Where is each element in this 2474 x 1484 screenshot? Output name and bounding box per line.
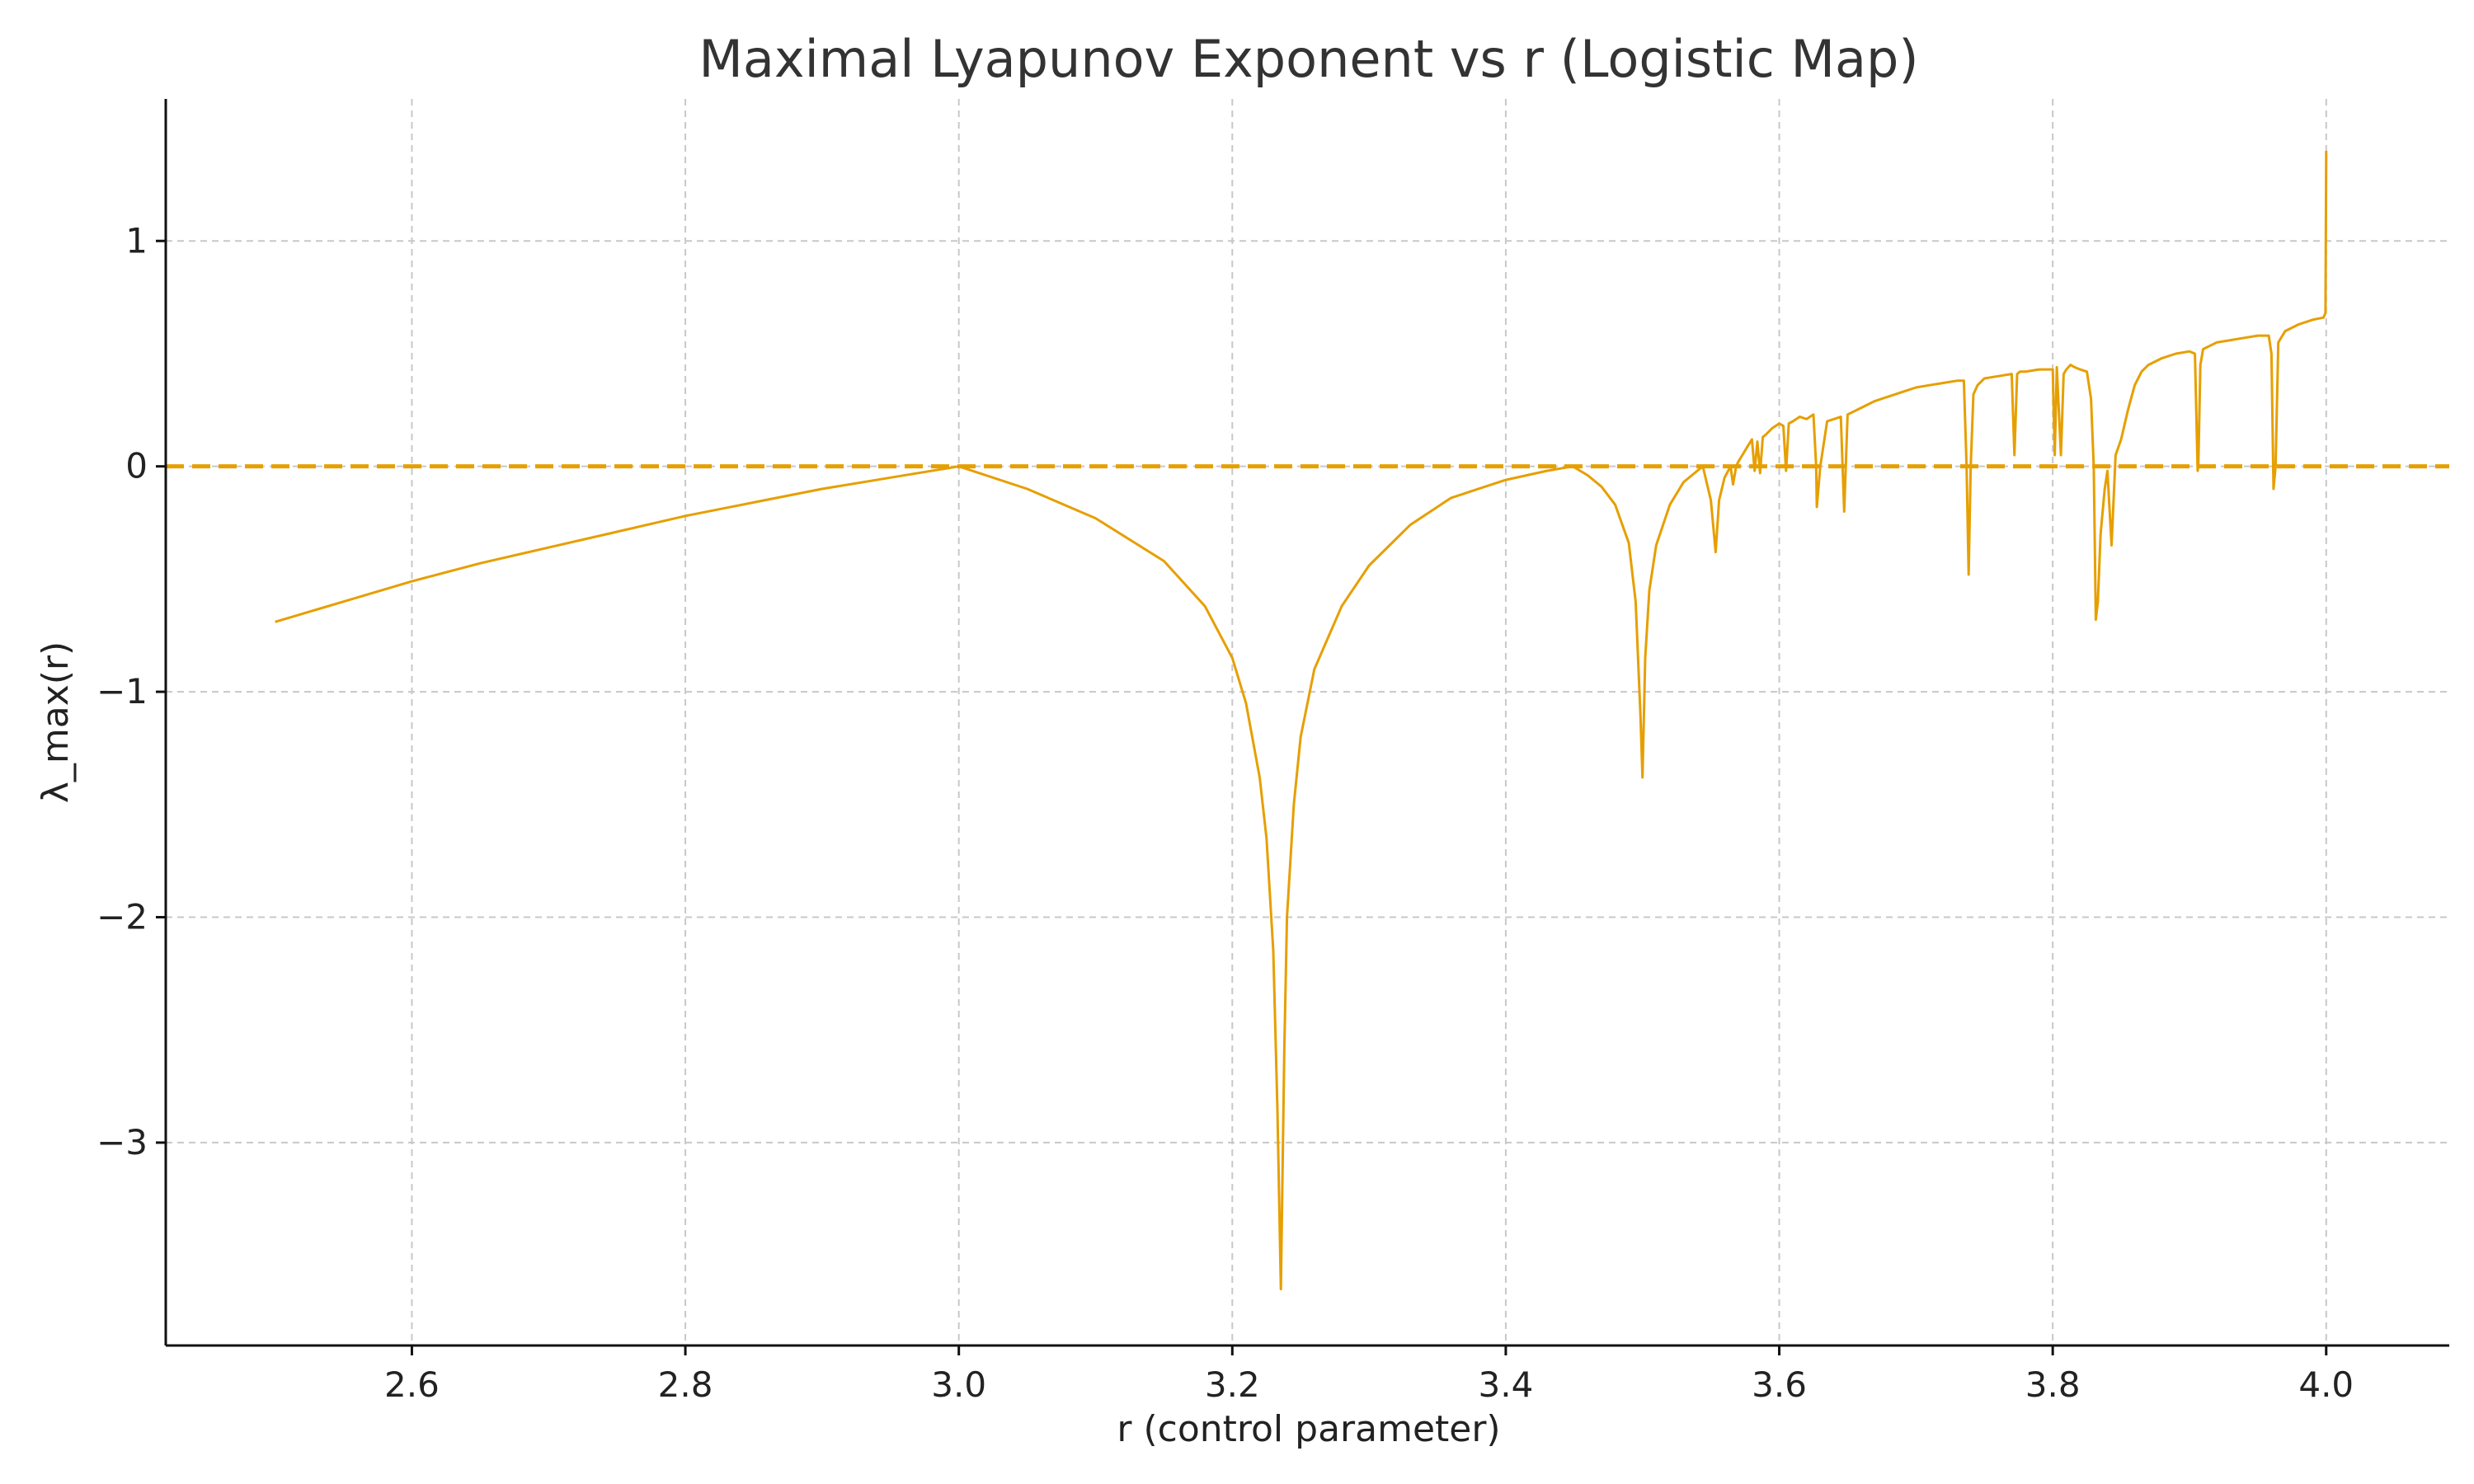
y-tick-label: −1 bbox=[96, 671, 148, 711]
x-axis-label: r (control parameter) bbox=[1117, 1408, 1500, 1450]
x-tick-label: 3.4 bbox=[1479, 1364, 1534, 1405]
y-tick-label: 1 bbox=[125, 220, 148, 261]
y-axis-ticks: 1 0 −1 −2 −3 bbox=[96, 220, 166, 1162]
y-tick-label: −3 bbox=[96, 1122, 148, 1162]
y-tick-label: 0 bbox=[125, 446, 148, 486]
chart-title: Maximal Lyapunov Exponent vs r (Logistic… bbox=[698, 29, 1918, 89]
x-tick-label: 2.8 bbox=[658, 1364, 713, 1405]
x-tick-label: 3.2 bbox=[1205, 1364, 1260, 1405]
x-tick-label: 2.6 bbox=[384, 1364, 440, 1405]
x-axis-ticks: 2.6 2.8 3.0 3.2 3.4 3.6 3.8 4.0 bbox=[384, 1345, 2354, 1405]
y-axis-label: λ_max(r) bbox=[35, 641, 77, 803]
series-line-lambda-max bbox=[275, 150, 2328, 1291]
grid bbox=[166, 99, 2449, 1345]
x-tick-label: 4.0 bbox=[2298, 1364, 2354, 1405]
x-tick-label: 3.8 bbox=[2025, 1364, 2081, 1405]
x-tick-label: 3.6 bbox=[1752, 1364, 1807, 1405]
y-tick-label: −2 bbox=[96, 897, 148, 937]
x-tick-label: 3.0 bbox=[931, 1364, 986, 1405]
